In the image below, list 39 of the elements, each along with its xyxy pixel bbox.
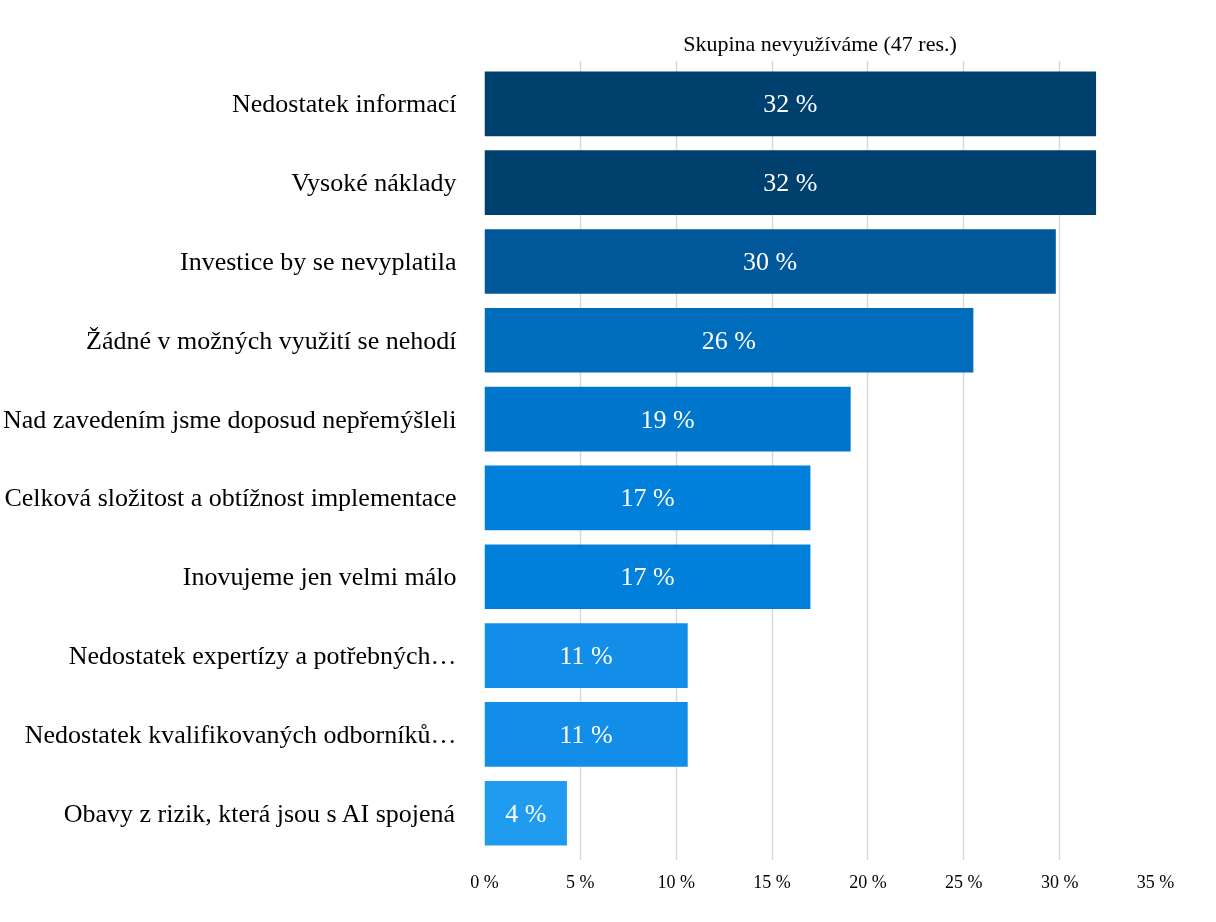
bar bbox=[484, 307, 974, 373]
y-tick-label: Vysoké náklady bbox=[291, 168, 457, 198]
x-tick-label: 10 % bbox=[657, 871, 695, 892]
data-label: 4 % bbox=[505, 798, 547, 828]
data-label: 19 % bbox=[640, 404, 695, 434]
data-label: 17 % bbox=[620, 562, 675, 592]
x-tick-label: 25 % bbox=[945, 871, 983, 892]
bar bbox=[484, 780, 567, 846]
y-tick-label: Obavy z rizik, která jsou s AI spojená bbox=[63, 798, 456, 828]
y-tick-label: Investice by se nevyplatila bbox=[179, 246, 457, 276]
y-tick-label: Celková složitost a obtížnost implementace bbox=[4, 483, 457, 513]
data-label: 11 % bbox=[559, 641, 613, 671]
y-tick-label: Nedostatek expertízy a potřebných… bbox=[68, 641, 457, 671]
bar bbox=[484, 386, 851, 452]
data-label: 32 % bbox=[763, 89, 818, 119]
data-label: 26 % bbox=[701, 325, 757, 355]
x-tick-label: 15 % bbox=[753, 871, 791, 892]
x-tick-label: 30 % bbox=[1040, 871, 1079, 892]
x-tick-label: 20 % bbox=[849, 871, 887, 892]
chart-title: Skupina nevyužíváme (47 res.) bbox=[683, 30, 957, 56]
bar bbox=[484, 229, 1056, 294]
y-tick-label: Žádné v možných využití se nehodí bbox=[86, 325, 457, 355]
y-tick-label: Nedostatek kvalifikovaných odborníků… bbox=[24, 719, 457, 749]
bar bbox=[484, 623, 688, 688]
data-label: 30 % bbox=[743, 246, 798, 276]
y-tick-label: Inovujeme jen velmi málo bbox=[182, 562, 457, 592]
y-tick-label: Nad zavedením jsme doposud nepřemýšleli bbox=[3, 404, 457, 434]
x-tick-label: 0 % bbox=[470, 871, 499, 892]
bar bbox=[484, 71, 1097, 137]
x-tick-label: 5 % bbox=[566, 871, 595, 892]
y-tick-label: Nedostatek informací bbox=[231, 89, 457, 119]
data-label: 32 % bbox=[763, 168, 818, 198]
x-tick-label: 35 % bbox=[1136, 871, 1175, 892]
bar bbox=[484, 150, 1097, 215]
bar bbox=[484, 702, 688, 767]
bar bbox=[484, 544, 811, 610]
data-label: 17 % bbox=[620, 483, 675, 513]
data-label: 11 % bbox=[559, 719, 613, 749]
bar bbox=[484, 465, 811, 531]
